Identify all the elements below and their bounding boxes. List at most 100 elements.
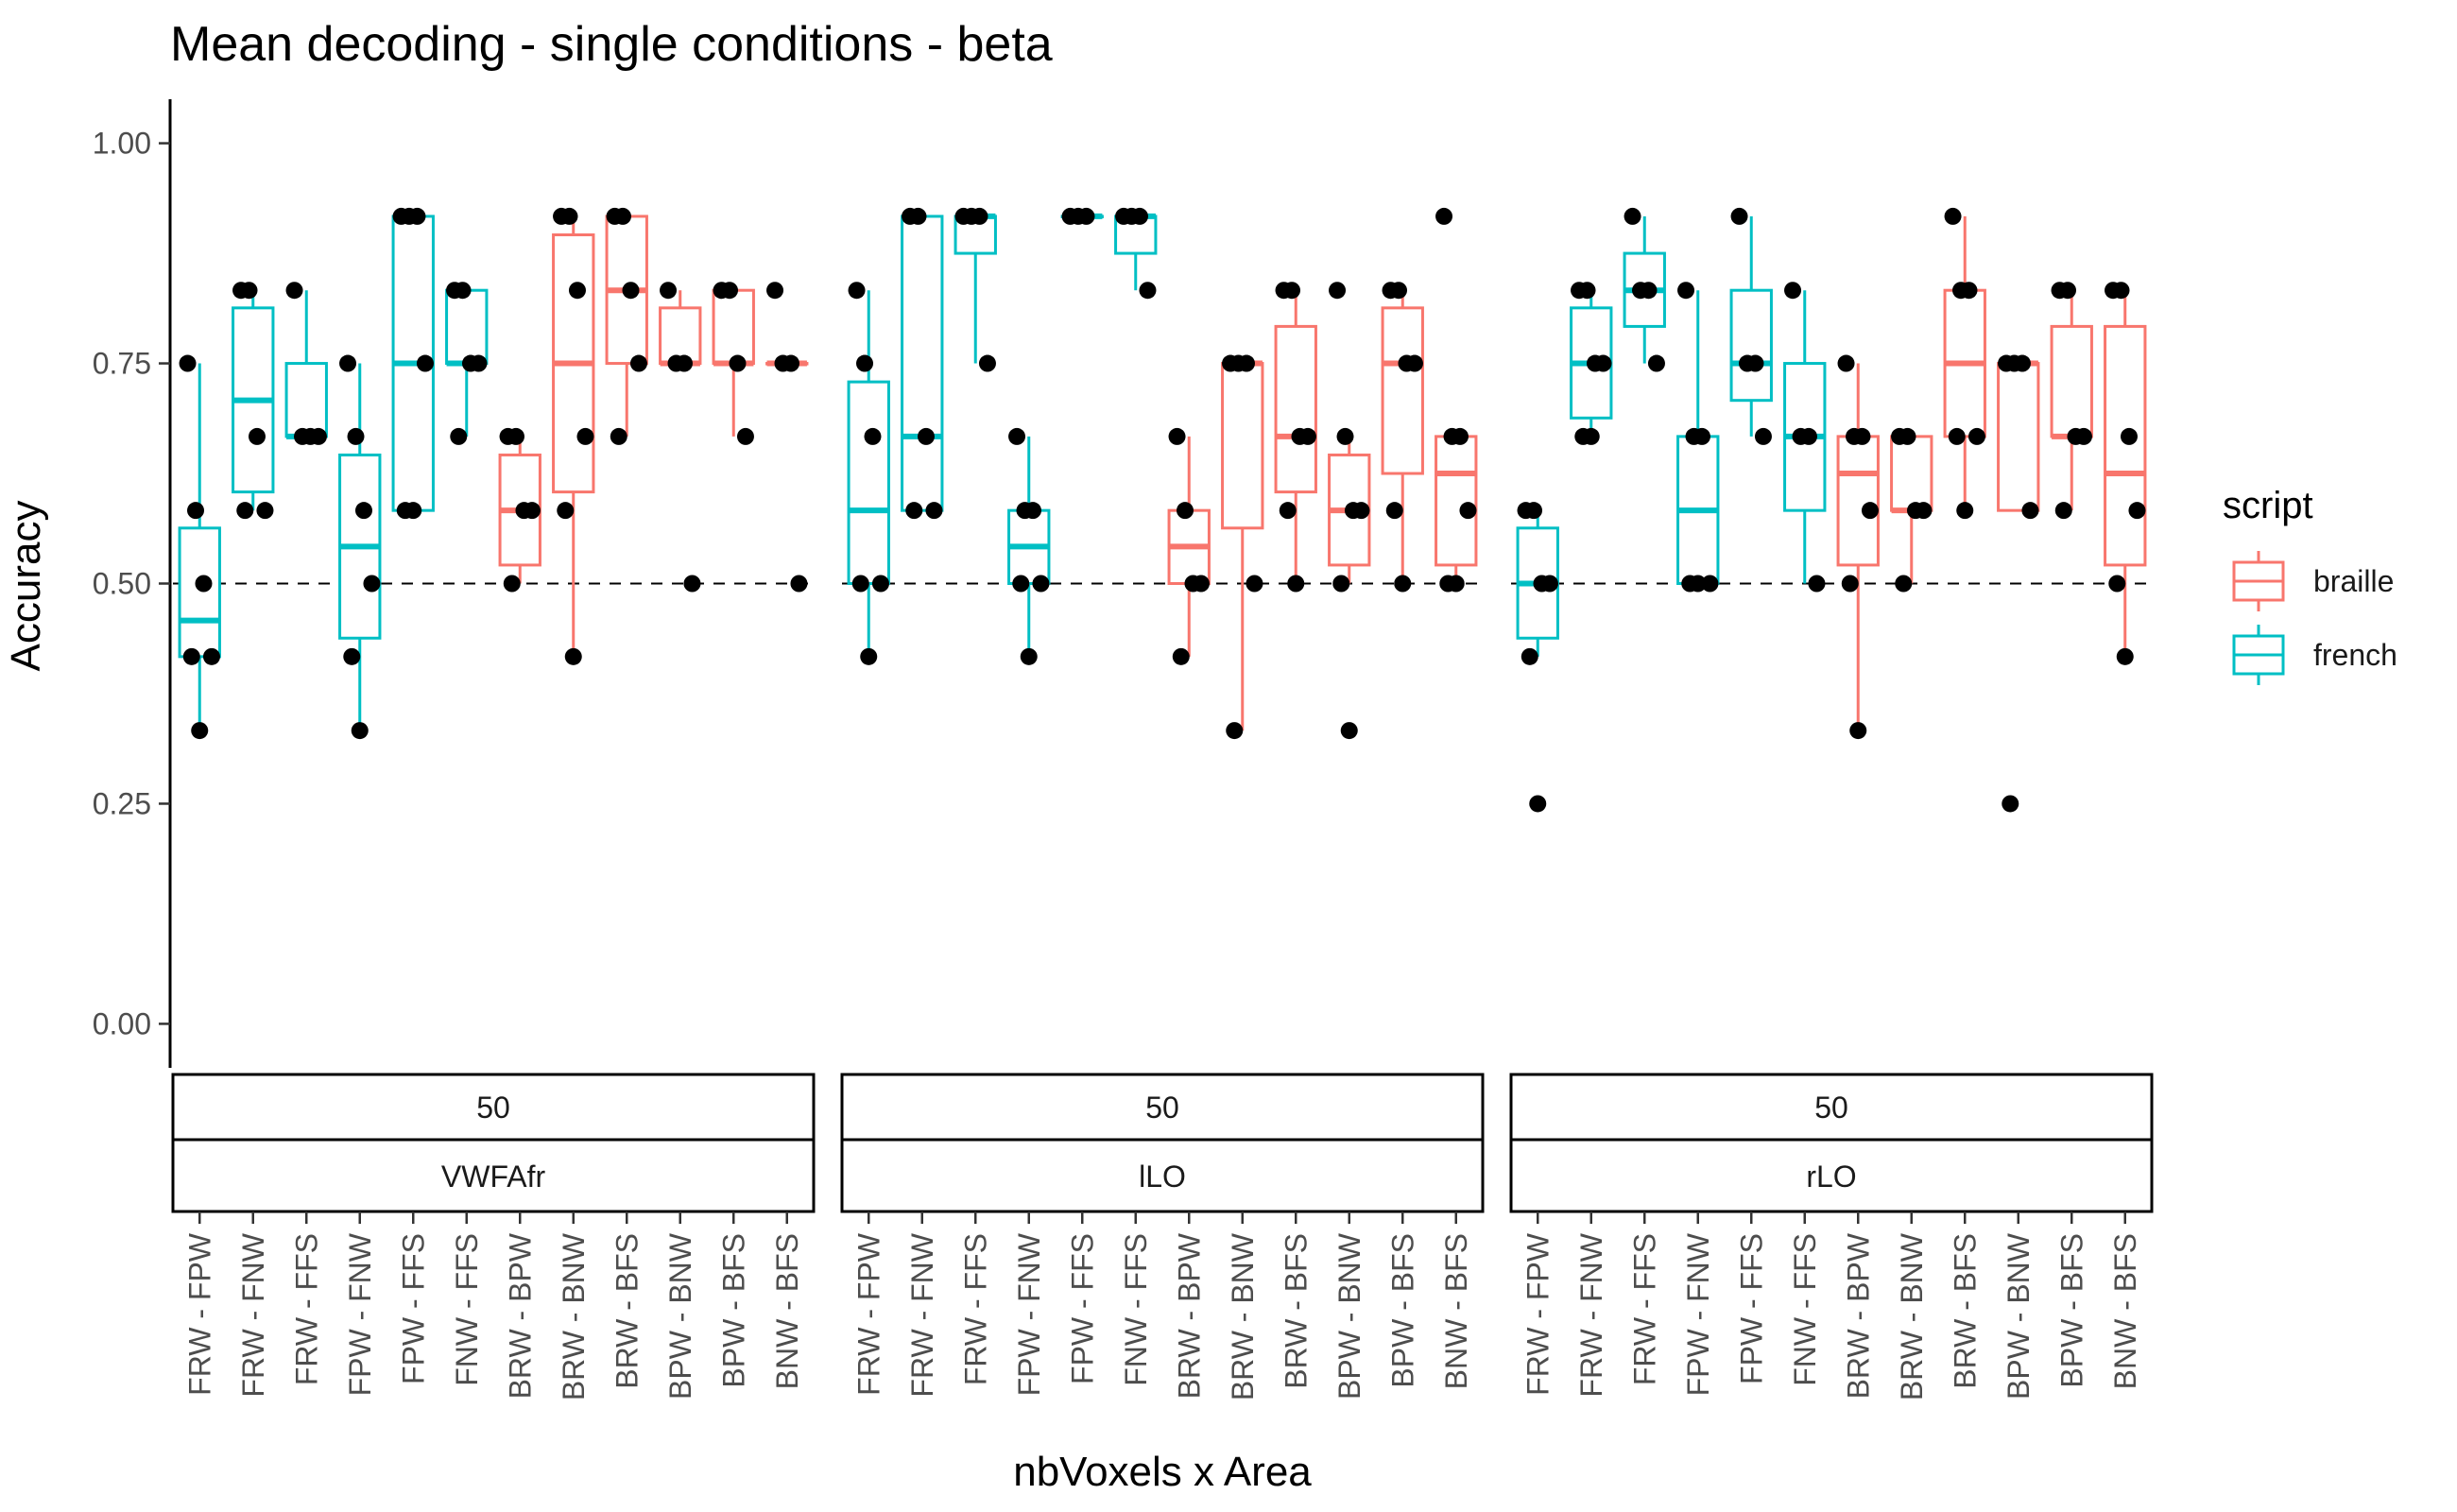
box-BPW-BFS bbox=[2050, 290, 2093, 511]
x-tick-label: FRW - FFS bbox=[289, 1233, 323, 1385]
data-point bbox=[1525, 502, 1543, 520]
x-axis-title: nbVoxels x Area bbox=[1013, 1449, 1312, 1495]
strip-top-label: 50 bbox=[1814, 1091, 1848, 1125]
data-point bbox=[1746, 354, 1764, 372]
data-point bbox=[1799, 427, 1817, 445]
data-point bbox=[864, 427, 882, 445]
data-point bbox=[2013, 354, 2031, 372]
data-point bbox=[339, 354, 357, 372]
data-point bbox=[2059, 282, 2077, 300]
data-point bbox=[1582, 427, 1600, 445]
box-iqr bbox=[178, 526, 221, 659]
data-point bbox=[1701, 575, 1719, 593]
data-point bbox=[1192, 575, 1210, 593]
data-point bbox=[1352, 502, 1370, 520]
box-FPW-FNW bbox=[338, 363, 382, 731]
x-tick-label: BNW - BFS bbox=[2108, 1233, 2142, 1389]
strip-top-label: 50 bbox=[476, 1091, 510, 1125]
x-tick-label: BNW - BFS bbox=[1439, 1233, 1473, 1389]
data-point bbox=[1730, 207, 1748, 225]
data-point bbox=[1895, 575, 1913, 593]
data-point bbox=[1521, 647, 1538, 665]
legend-label-french: french bbox=[2313, 638, 2397, 672]
box-BRW-BPW bbox=[1836, 363, 1880, 731]
data-point bbox=[782, 354, 799, 372]
data-point bbox=[1032, 575, 1050, 593]
data-point bbox=[1841, 575, 1859, 593]
box-BRW-BNW bbox=[1221, 360, 1264, 731]
data-point bbox=[1540, 575, 1558, 593]
data-point bbox=[1023, 502, 1041, 520]
data-point bbox=[347, 427, 365, 445]
data-point bbox=[1451, 427, 1469, 445]
x-tick-label: FRW - FPW bbox=[851, 1232, 885, 1396]
x-tick-label: BPW - BFS bbox=[716, 1233, 750, 1388]
legend-title: script bbox=[2223, 485, 2313, 526]
data-point bbox=[285, 282, 303, 300]
data-point bbox=[736, 427, 754, 445]
data-point bbox=[2054, 502, 2072, 520]
box-iqr bbox=[659, 306, 702, 366]
data-point bbox=[1808, 575, 1826, 593]
data-point bbox=[1246, 575, 1263, 593]
strip-top-box bbox=[840, 1073, 1485, 1142]
box-FPW-FNW bbox=[1007, 436, 1051, 657]
data-point bbox=[1332, 575, 1350, 593]
data-point bbox=[1960, 282, 1978, 300]
box-BPW-BFS bbox=[1381, 290, 1424, 584]
box-FRW-FNW bbox=[232, 290, 275, 511]
x-tick-label: FNW - FFS bbox=[1788, 1233, 1822, 1386]
data-point bbox=[1853, 427, 1871, 445]
box-iqr bbox=[1221, 362, 1264, 530]
box-BRW-BFS bbox=[1274, 290, 1317, 584]
data-point bbox=[576, 427, 594, 445]
data-point bbox=[1435, 207, 1453, 225]
x-tick-label: BRW - BPW bbox=[1841, 1232, 1875, 1399]
data-point bbox=[1447, 575, 1465, 593]
data-point bbox=[790, 575, 808, 593]
data-point bbox=[610, 427, 627, 445]
chart-title: Mean decoding - single conditions - beta bbox=[170, 17, 1053, 72]
box-iqr bbox=[1274, 324, 1317, 494]
box-iqr bbox=[284, 362, 328, 438]
data-point bbox=[1394, 575, 1412, 593]
data-point bbox=[1837, 354, 1855, 372]
box-BRW-BFS bbox=[605, 215, 648, 437]
data-point bbox=[622, 282, 640, 300]
data-point bbox=[1283, 282, 1301, 300]
data-point bbox=[1948, 427, 1966, 445]
data-point bbox=[1594, 354, 1612, 372]
data-point bbox=[629, 354, 647, 372]
data-point bbox=[2074, 427, 2092, 445]
data-point bbox=[256, 502, 274, 520]
strip-bottom-label: VWFAfr bbox=[441, 1160, 546, 1194]
strip-bottom-box bbox=[171, 1138, 816, 1213]
x-tick-label: BPW - BFS bbox=[1385, 1233, 1419, 1388]
data-point bbox=[1967, 427, 1985, 445]
x-tick-label: BPW - BNW bbox=[2002, 1232, 2036, 1400]
data-point bbox=[1279, 502, 1297, 520]
data-point bbox=[1689, 575, 1707, 593]
box-BNW-BFS bbox=[2104, 290, 2147, 657]
data-point bbox=[236, 502, 254, 520]
data-point bbox=[851, 575, 869, 593]
data-point bbox=[1298, 427, 1316, 445]
data-point bbox=[523, 502, 541, 520]
y-tick-label: 1.00 bbox=[93, 127, 151, 161]
data-point bbox=[2116, 647, 2134, 665]
data-point bbox=[848, 282, 866, 300]
y-tick-label: 0.00 bbox=[93, 1006, 151, 1040]
plot-area: 0.00 0.25 0.50 0.75 1.00 50 VWFAfr FRW - FPW FRW… bbox=[93, 99, 2154, 1400]
x-tick-label: BRW - BNW bbox=[1226, 1232, 1260, 1400]
data-point bbox=[2002, 795, 2019, 813]
data-point bbox=[1647, 354, 1665, 372]
data-point bbox=[766, 282, 784, 300]
data-point bbox=[363, 575, 381, 593]
data-point bbox=[925, 502, 943, 520]
data-point bbox=[1385, 502, 1403, 520]
x-tick-label: FPW - FNW bbox=[1012, 1232, 1046, 1396]
x-tick-label: BNW - BFS bbox=[770, 1233, 804, 1389]
data-point bbox=[179, 354, 197, 372]
data-point bbox=[470, 354, 488, 372]
x-tick-label: FNW - FFS bbox=[450, 1233, 484, 1386]
